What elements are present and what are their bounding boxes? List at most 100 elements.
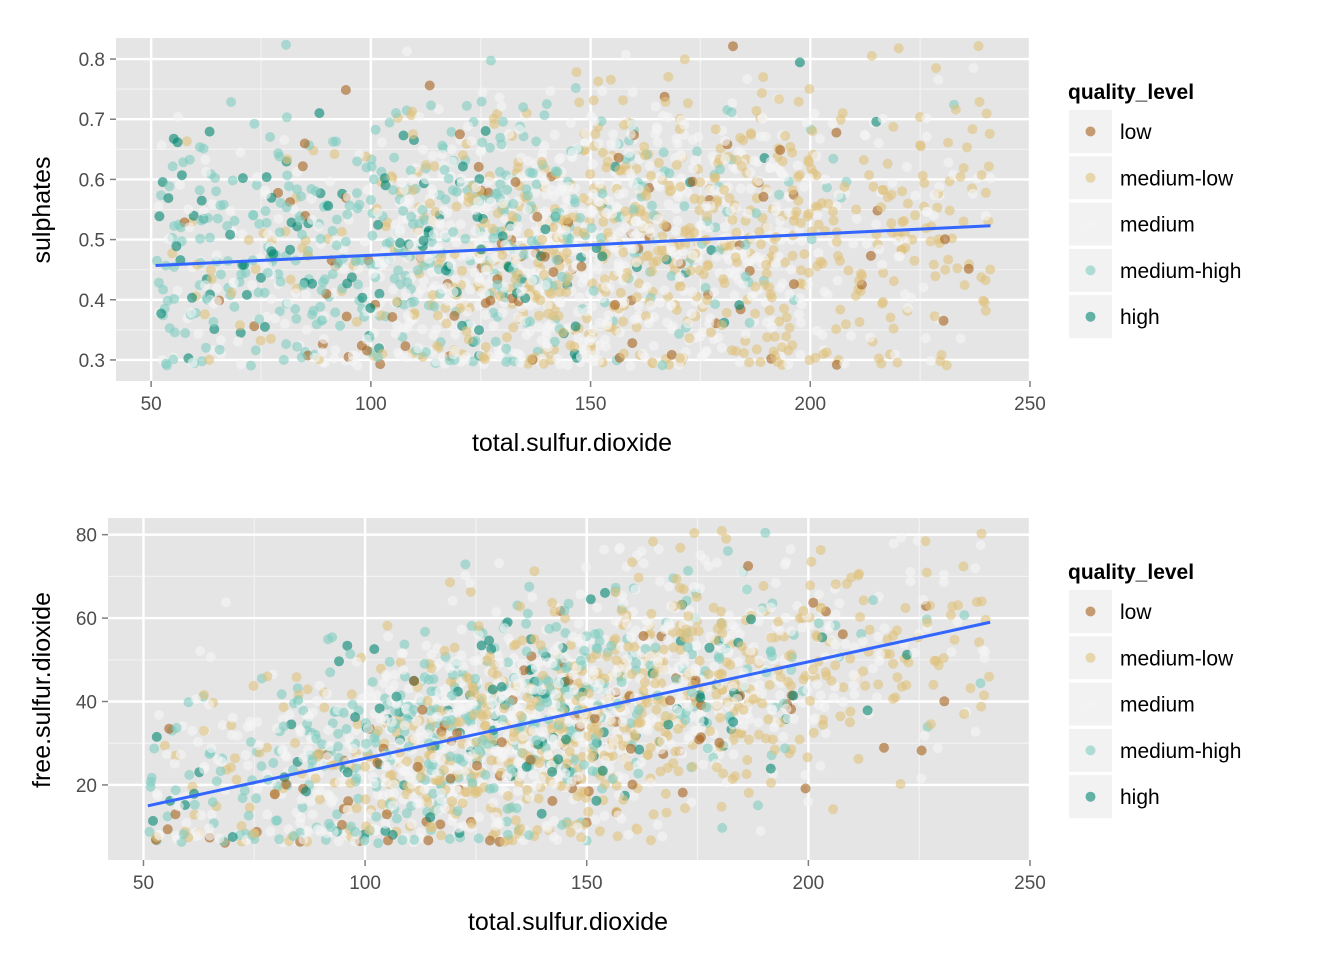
data-point [740, 239, 751, 250]
data-point [452, 728, 463, 739]
data-point [811, 151, 822, 162]
legend-swatch [1085, 791, 1096, 802]
data-point [552, 649, 563, 660]
data-point [586, 223, 597, 234]
data-point [285, 274, 296, 285]
data-point [791, 206, 802, 217]
data-point [873, 138, 884, 148]
data-point [254, 747, 265, 758]
data-point [297, 243, 308, 253]
data-point [730, 346, 741, 357]
data-point [676, 599, 687, 610]
data-point [539, 110, 550, 121]
data-point [772, 356, 783, 367]
data-point [164, 181, 175, 192]
data-point [243, 235, 254, 245]
legend-label: medium [1120, 694, 1195, 717]
data-point [461, 100, 472, 111]
data-point [933, 660, 944, 671]
legend-label: high [1120, 786, 1160, 809]
data-point [613, 266, 624, 277]
data-point [962, 142, 972, 153]
data-point [359, 835, 370, 846]
data-point [439, 803, 450, 814]
data-point [851, 213, 862, 224]
data-point [689, 528, 700, 538]
data-point [983, 161, 994, 172]
data-point [916, 745, 927, 756]
data-point [365, 258, 376, 269]
data-point [640, 211, 651, 222]
data-point [838, 682, 849, 693]
data-point [928, 679, 939, 690]
data-point [426, 100, 436, 111]
data-point [815, 545, 826, 555]
data-point [653, 736, 664, 747]
data-point [565, 117, 576, 128]
data-point [201, 342, 211, 353]
data-point [311, 733, 322, 744]
data-point [402, 352, 413, 363]
data-point [671, 225, 681, 236]
data-point [820, 728, 831, 739]
data-point [660, 96, 671, 107]
data-point [754, 679, 765, 690]
data-point [432, 340, 443, 351]
data-point [623, 829, 634, 840]
data-point [938, 653, 949, 663]
data-point [700, 282, 711, 293]
data-point [353, 279, 363, 290]
data-point [633, 717, 644, 728]
data-point [460, 233, 471, 244]
data-point [733, 656, 744, 667]
data-point [861, 238, 872, 249]
data-point [740, 246, 751, 257]
data-point [547, 597, 558, 608]
data-point [572, 822, 583, 833]
data-point [794, 309, 804, 320]
data-point [655, 171, 666, 182]
data-point [744, 317, 755, 328]
data-point [488, 113, 499, 124]
data-point [726, 107, 737, 118]
data-point [512, 162, 523, 173]
data-point [535, 640, 546, 651]
data-point [970, 726, 981, 737]
data-point [586, 752, 597, 763]
data-point [959, 610, 970, 621]
data-point [888, 630, 899, 641]
data-point [195, 233, 206, 244]
data-point [306, 193, 317, 204]
data-point [638, 685, 649, 696]
data-point [398, 130, 409, 141]
data-point [291, 313, 302, 324]
data-point [631, 658, 642, 669]
data-point [560, 653, 571, 664]
data-point [297, 161, 308, 172]
data-point [144, 826, 155, 837]
y-tick-label: 60 [76, 609, 97, 630]
data-point [367, 230, 378, 241]
data-point [492, 279, 503, 290]
data-point [652, 657, 663, 668]
data-point [547, 766, 558, 777]
data-point [193, 328, 204, 339]
data-point [181, 818, 192, 828]
data-point [402, 277, 413, 288]
data-point [684, 333, 695, 344]
data-point [711, 762, 722, 773]
data-point [698, 759, 709, 770]
data-point [246, 360, 256, 371]
data-point [406, 818, 417, 829]
data-point [424, 80, 435, 91]
data-point [915, 141, 926, 152]
data-point [628, 178, 639, 189]
data-point [562, 214, 573, 225]
data-point [342, 804, 353, 815]
data-point [199, 725, 209, 736]
data-point [802, 752, 813, 763]
data-point [873, 631, 884, 642]
data-point [743, 734, 754, 745]
data-point [877, 298, 888, 309]
data-point [262, 809, 273, 820]
